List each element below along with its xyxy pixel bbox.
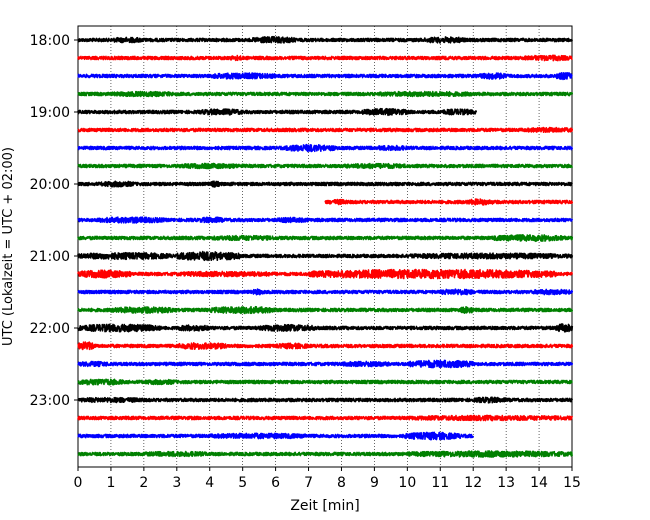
trace-line-1815 — [77, 54, 573, 62]
y-tick-label: 21:00 — [30, 249, 70, 265]
y-tick-label: 20:00 — [30, 177, 70, 193]
trace-line-2200 — [77, 323, 574, 333]
trace-line-2045 — [77, 233, 574, 243]
x-tick-label: 10 — [398, 475, 416, 491]
trace-line-1800 — [77, 35, 573, 44]
trace-line-2000 — [77, 180, 573, 188]
trace-line-2345 — [77, 450, 574, 458]
x-tick-label: 4 — [205, 475, 214, 491]
x-tick-label: 8 — [337, 475, 346, 491]
x-tick-label: 12 — [464, 475, 482, 491]
x-tick-label: 6 — [271, 475, 280, 491]
x-tick-label: 2 — [139, 475, 148, 491]
trace-line-2100 — [77, 250, 574, 262]
y-tick-label: 22:00 — [30, 321, 70, 337]
traces — [77, 35, 574, 458]
x-tick-label: 11 — [431, 475, 449, 491]
x-tick-label: 1 — [106, 475, 115, 491]
trace-line-1945 — [77, 162, 573, 170]
trace-line-2215 — [77, 341, 574, 351]
trace-line-2015 — [324, 198, 574, 206]
y-tick-label: 19:00 — [30, 105, 70, 121]
x-axis: 0 1 2 3 4 5 6 7 8 9 10 11 12 13 14 15 — [74, 467, 581, 491]
x-tick-label: 5 — [238, 475, 247, 491]
trace-line-2130 — [77, 288, 574, 296]
trace-line-1845 — [77, 90, 574, 98]
trace-line-2115 — [77, 268, 574, 280]
y-tick-label: 23:00 — [30, 393, 70, 409]
x-axis-title: Zeit [min] — [290, 498, 359, 514]
x-tick-label: 7 — [304, 475, 313, 491]
y-axis: 18:00 19:00 20:00 21:00 22:00 23:00 — [30, 33, 78, 409]
x-tick-label: 0 — [74, 475, 83, 491]
trace-line-2330 — [77, 431, 475, 441]
trace-line-1915 — [77, 126, 574, 134]
trace-line-1930 — [77, 143, 574, 153]
trace-line-2230 — [77, 359, 574, 369]
trace-line-2245 — [77, 378, 573, 386]
x-tick-label: 3 — [172, 475, 181, 491]
trace-line-1900 — [77, 107, 478, 117]
x-tick-label: 9 — [370, 475, 379, 491]
y-tick-label: 18:00 — [30, 33, 70, 49]
y-axis-title: UTC (Lokalzeit = UTC + 02:00) — [1, 147, 16, 346]
trace-line-2300 — [77, 396, 574, 404]
plot-area — [77, 25, 573, 468]
trace-line-2315 — [77, 414, 574, 422]
x-tick-label: 13 — [497, 475, 515, 491]
x-tick-label: 15 — [563, 475, 581, 491]
trace-line-2030 — [77, 216, 574, 224]
trace-line-2145 — [77, 305, 574, 315]
x-tick-label: 14 — [530, 475, 548, 491]
trace-line-1830 — [77, 71, 573, 81]
